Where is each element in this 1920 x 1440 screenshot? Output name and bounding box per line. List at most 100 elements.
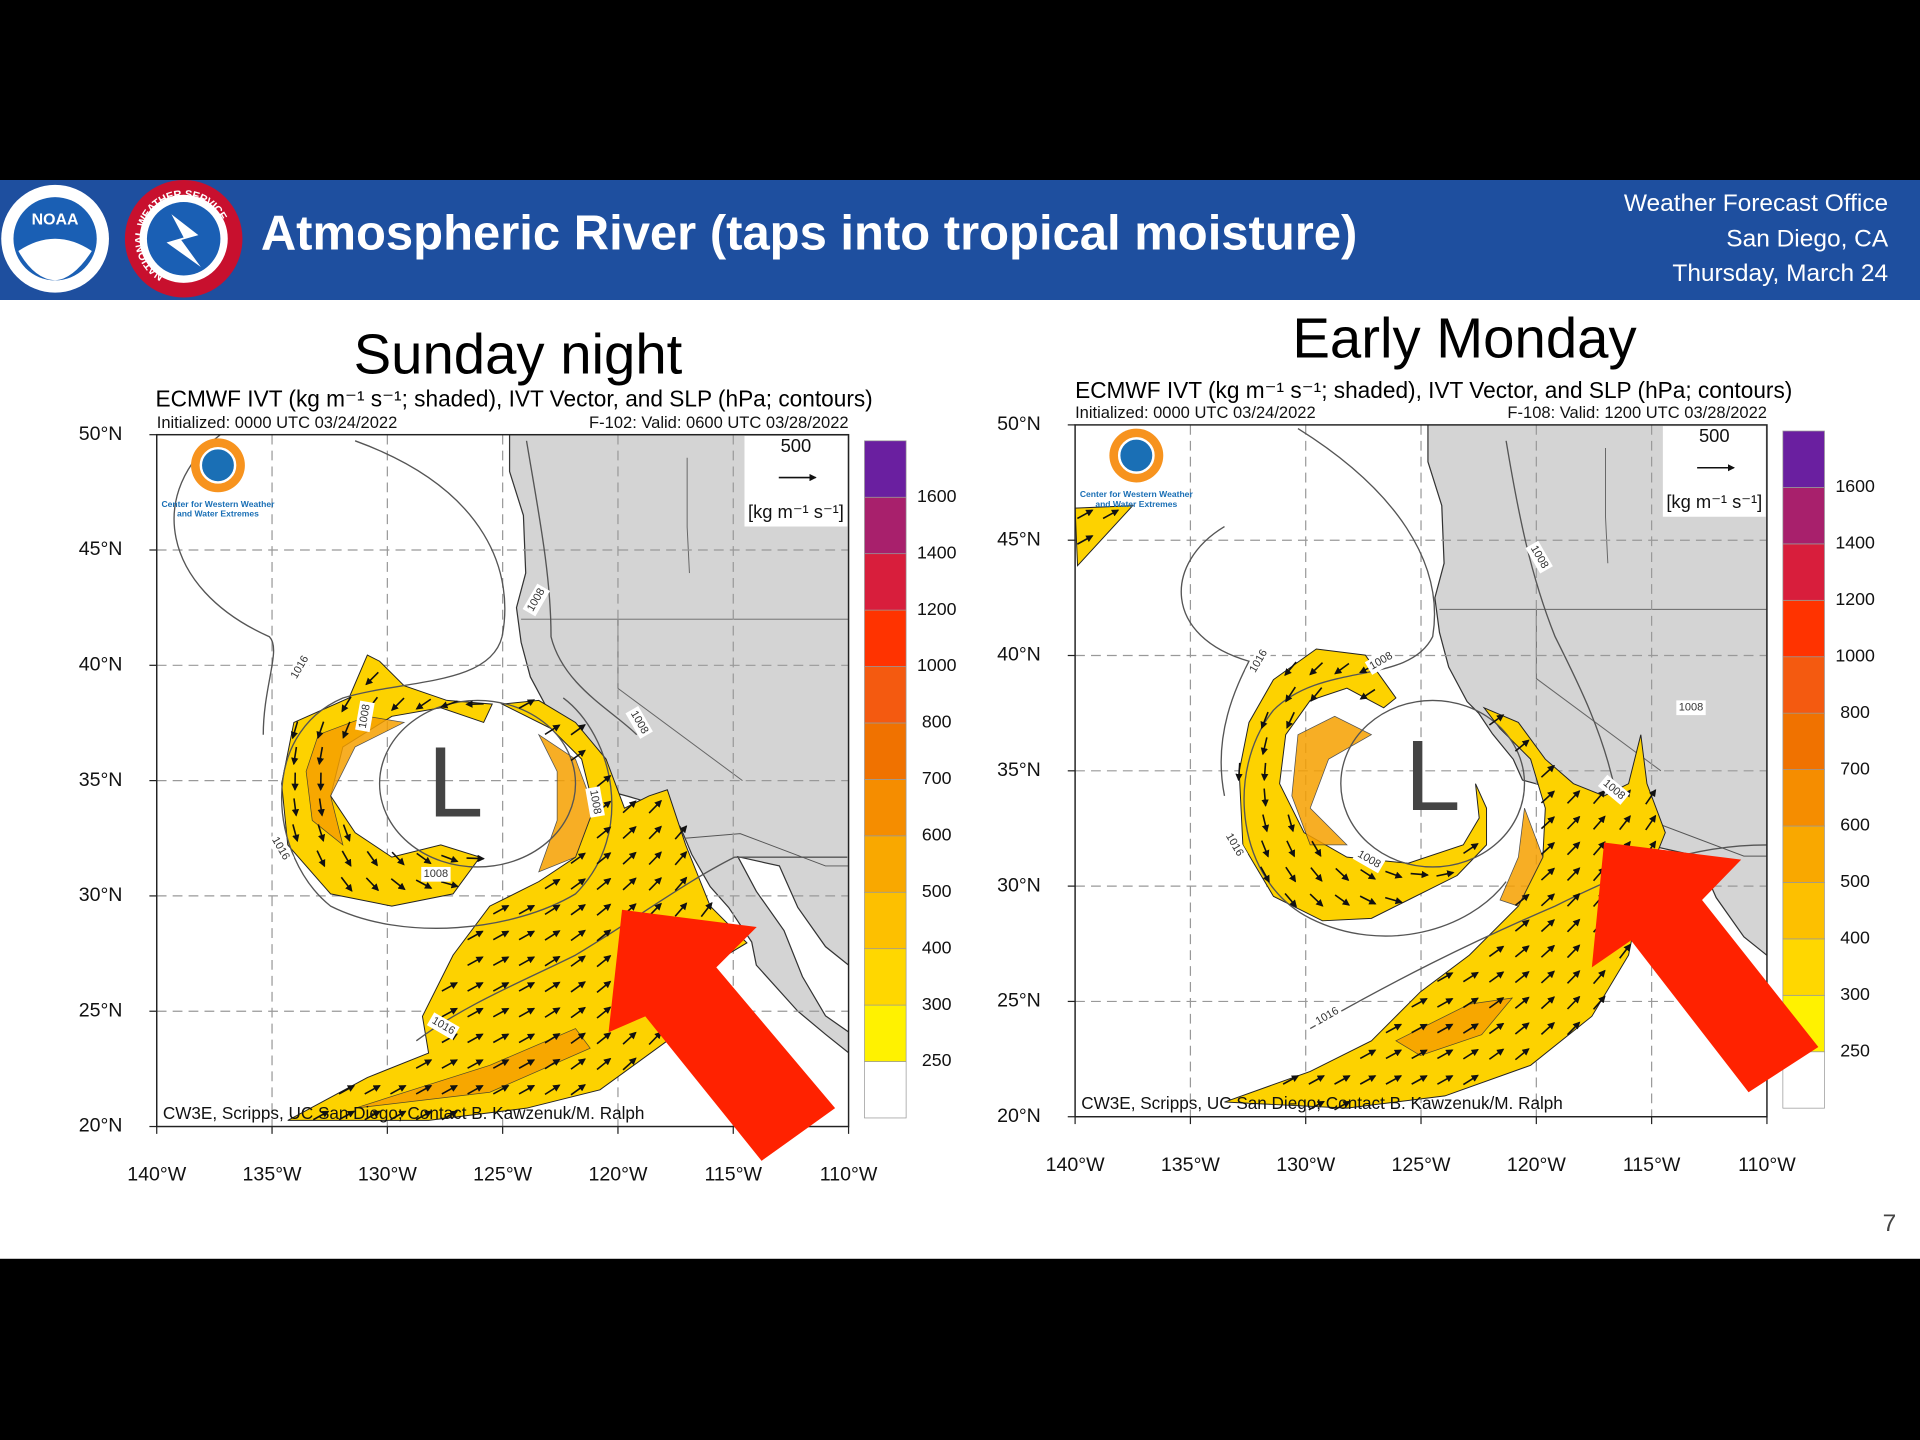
ivt-vector [1310, 867, 1323, 882]
slide-title: Atmospheric River (taps into tropical mo… [261, 206, 1358, 260]
ivt-vector [312, 1110, 330, 1121]
colorbar-segment [1782, 543, 1825, 601]
ivt-vector [570, 724, 586, 736]
ivt-vector [1514, 1048, 1530, 1061]
colorbar-segment [1782, 712, 1825, 770]
ivt-vector [570, 878, 586, 890]
colorbar-label: 1400 [1835, 533, 1875, 553]
colorbar-segment [1782, 882, 1825, 940]
low-marker: L [428, 726, 484, 838]
ivt-vector [441, 1110, 458, 1121]
ivt-vector [1285, 866, 1297, 883]
slp-contour [525, 440, 638, 736]
ivt-vector [648, 877, 662, 891]
colorbar-label: 700 [1840, 758, 1870, 778]
ivt-vector [441, 1084, 458, 1095]
ivt-vector [1592, 995, 1606, 1010]
ivt-vector [1592, 841, 1606, 856]
ivt-vector [1488, 1048, 1505, 1060]
ivt-vector [596, 1006, 612, 1019]
ivt-vector [1385, 1075, 1403, 1085]
ivt-vector [622, 800, 637, 814]
lat-label: 40°N [997, 644, 1041, 666]
ivt-vector [1488, 997, 1505, 1009]
ivt-vector [415, 879, 433, 889]
ivt-vector [492, 1007, 510, 1018]
ivt-vector [391, 697, 405, 712]
ivt-vector [1284, 892, 1297, 908]
ivt-vector [291, 798, 300, 817]
ivt-vector [622, 1031, 637, 1045]
colorbar-label: 1200 [1835, 589, 1875, 609]
lat-label: 35°N [997, 759, 1041, 781]
colorbar-label: 1400 [917, 542, 957, 562]
noaa-logo: NOAA [1, 184, 109, 293]
ivt-vector [416, 852, 432, 865]
ivt-vector [570, 955, 586, 967]
ivt-vector [1286, 711, 1295, 729]
ivt-vector [1619, 943, 1631, 959]
ivt-vector [415, 1059, 433, 1069]
colorbar-label: 400 [922, 937, 952, 957]
cw3e-text: and Water Extremes [1095, 499, 1177, 509]
ivt-vector [390, 878, 406, 891]
contour-label-bg [1597, 774, 1630, 805]
ivt-vector [1385, 1023, 1403, 1034]
ivt-vector [1566, 970, 1581, 984]
contour-label-bg [1525, 540, 1553, 574]
lat-label: 35°N [79, 769, 123, 791]
ivt-vector [570, 1032, 586, 1045]
ivt-vector [1540, 764, 1555, 778]
ivt-vector [441, 1007, 458, 1018]
ivt-vector [518, 956, 536, 967]
ivt-shading [1224, 706, 1666, 1109]
ivt-vector [518, 904, 536, 915]
ivt-vector [365, 877, 380, 892]
cw3e-text: Center for Western Weather [161, 499, 275, 509]
ivt-vector [292, 824, 300, 843]
slp-contour [1309, 844, 1767, 1030]
ivt-vector [1540, 1021, 1555, 1035]
colorbar-label: 1000 [917, 655, 957, 675]
lon-label: 110°W [1738, 1154, 1796, 1176]
lat-label: 30°N [997, 874, 1041, 896]
ivt-vector [316, 746, 324, 766]
ivt-vector [467, 1059, 484, 1069]
ivt-vector [1385, 870, 1403, 879]
ivt-vector [1566, 815, 1581, 830]
ivt-vector [1309, 893, 1324, 907]
ivt-vector [596, 852, 612, 865]
colorbar-segment [864, 553, 907, 611]
ivt-vector [1619, 815, 1631, 831]
ivt-vector [342, 824, 351, 842]
ivt-vector [1411, 1075, 1428, 1085]
ivt-vector [1514, 919, 1530, 932]
colorbar-label: 800 [1840, 702, 1870, 722]
ivt-vector [467, 956, 484, 967]
ivt-vector [1462, 1023, 1479, 1034]
ivt-vector [518, 699, 536, 709]
ivt-core [1395, 997, 1514, 1056]
ivt-vector [648, 851, 662, 866]
ivt-vector [1261, 762, 1269, 782]
init-time: Initialized: 0000 UTC 03/24/2022 [1075, 403, 1316, 422]
ivt-vector [1463, 843, 1479, 855]
ivt-vector [338, 1084, 356, 1095]
lat-label: 45°N [997, 528, 1041, 550]
ivt-vector [415, 1084, 433, 1095]
ivt-vector [570, 1006, 586, 1019]
slp-contour [1505, 440, 1617, 797]
ivt-vector [492, 982, 510, 992]
colorbar-segment [1782, 487, 1825, 545]
lat-label: 50°N [79, 423, 123, 445]
ivt-vector [1437, 1023, 1454, 1034]
office-line: San Diego, CA [1726, 225, 1889, 252]
ivt-vector [1566, 841, 1581, 856]
ivt-vector [1385, 1049, 1403, 1060]
ivt-vector [440, 881, 459, 889]
ivt-vector [544, 724, 561, 736]
ivt-vector [674, 902, 688, 917]
ivt-vector [1437, 1049, 1454, 1060]
cw3e-text: Center for Western Weather [1080, 489, 1194, 499]
